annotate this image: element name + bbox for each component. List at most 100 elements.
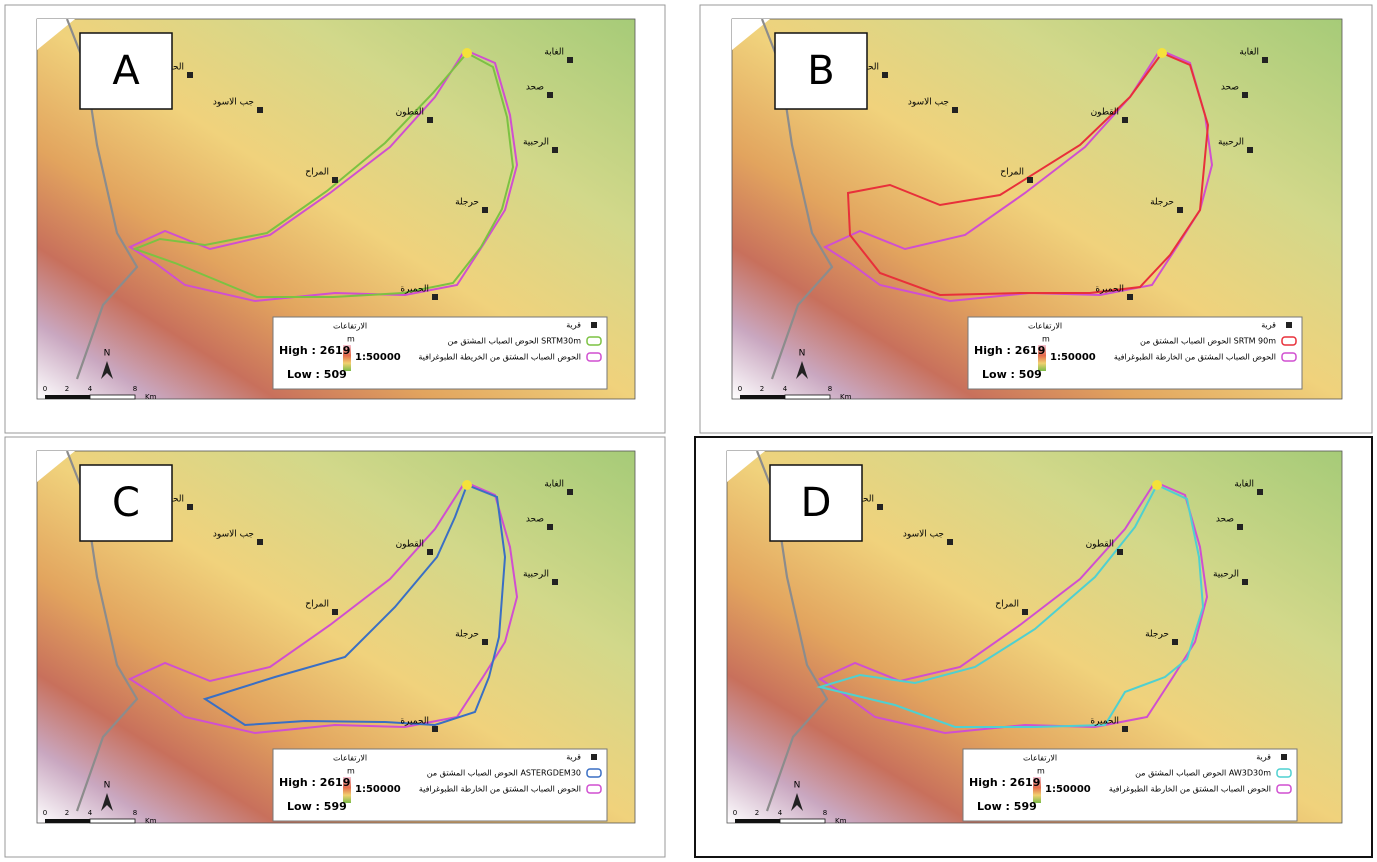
- village-name: حرجلة: [1150, 198, 1174, 208]
- scale-segment: [45, 819, 90, 823]
- scale-segment: [785, 395, 830, 399]
- scale-tick: 4: [783, 385, 788, 393]
- legend-item: الحوض الصباب المشتق من الخارطة الطبوغراف…: [1114, 353, 1276, 362]
- scale-tick: 8: [133, 809, 137, 817]
- village-name: الغابة: [544, 480, 564, 490]
- village-name: القطون: [396, 108, 424, 118]
- village-name: الرحبية: [1218, 138, 1244, 148]
- village-marker: [1177, 207, 1183, 213]
- village-name: الرحبية: [523, 570, 549, 580]
- village-name: الغابة: [544, 48, 564, 58]
- north-label: N: [104, 349, 111, 359]
- legend-low: Low : 599: [287, 800, 347, 813]
- scale-segment: [740, 395, 785, 399]
- village-marker: [187, 72, 193, 78]
- panel-label: D: [801, 480, 832, 526]
- legend-unit: m: [1042, 335, 1050, 344]
- village-marker: [432, 294, 438, 300]
- legend-swatch: [1286, 322, 1292, 328]
- village-name: جب الاسود: [903, 530, 944, 540]
- scale-segment: [90, 819, 135, 823]
- village-name: الحميرة: [1090, 717, 1119, 727]
- scale-segment: [45, 395, 90, 399]
- legend-item: قرية: [566, 753, 581, 762]
- village-marker: [482, 207, 488, 213]
- village-marker: [552, 147, 558, 153]
- village-name: حرجلة: [455, 198, 479, 208]
- village-marker: [877, 504, 883, 510]
- legend: الارتفاعاتmHigh : 2619Low : 5091:50000قر…: [968, 317, 1302, 389]
- village-marker: [547, 524, 553, 530]
- village-marker: [1117, 549, 1123, 555]
- legend-low: Low : 509: [287, 368, 347, 381]
- legend-item: الحوض الصباب المشتق من الخريطة الطبوغراف…: [418, 353, 581, 362]
- map-panel: الحمرةجب الاسودالقطونالمراحالغابةصحدالرح…: [5, 437, 665, 857]
- village-marker: [952, 107, 958, 113]
- legend-unit: m: [1037, 767, 1045, 776]
- scale-tick: 2: [755, 809, 759, 817]
- village-name: المراح: [305, 168, 329, 178]
- village-marker: [1242, 92, 1248, 98]
- scale-tick: 0: [733, 809, 737, 817]
- village-marker: [427, 549, 433, 555]
- village-name: صحد: [1221, 83, 1239, 93]
- scale-tick: 4: [88, 809, 93, 817]
- village-marker: [427, 117, 433, 123]
- scale-tick: 0: [738, 385, 742, 393]
- panel-label: C: [112, 480, 140, 526]
- legend-title: الارتفاعات: [333, 322, 367, 331]
- village-name: صحد: [1216, 515, 1234, 525]
- figure: الحمرةجب الاسودالقطونالمراحالغابةصحدالرح…: [0, 0, 1377, 862]
- north-label: N: [794, 781, 801, 791]
- village-marker: [1262, 57, 1268, 63]
- village-name: حرجلة: [455, 630, 479, 640]
- legend-item: قرية: [566, 321, 581, 330]
- scale-tick: 2: [65, 809, 69, 817]
- scale-tick: 8: [823, 809, 827, 817]
- village-marker: [1127, 294, 1133, 300]
- village-marker: [432, 726, 438, 732]
- scale-unit: Km: [835, 817, 847, 825]
- village-name: الحميرة: [400, 717, 429, 727]
- legend-high: High : 2619: [974, 344, 1045, 357]
- north-label: N: [104, 781, 111, 791]
- scale-tick: 2: [65, 385, 69, 393]
- page: الحمرةجب الاسودالقطونالمراحالغابةصحدالرح…: [0, 0, 1377, 862]
- village-marker: [1027, 177, 1033, 183]
- outlet: [1152, 480, 1162, 490]
- village-name: المراح: [1000, 168, 1024, 178]
- scale-tick: 4: [778, 809, 783, 817]
- village-marker: [332, 177, 338, 183]
- map-panel: الحمرةجب الاسودالقطونالمراحالغابةصحدالرح…: [700, 5, 1372, 433]
- legend-item: الحوض الصباب المشتق من SRTM 90m: [1140, 337, 1276, 346]
- scale-unit: Km: [145, 817, 157, 825]
- legend-high: High : 2619: [279, 344, 350, 357]
- village-name: صحد: [526, 83, 544, 93]
- village-name: الرحبية: [523, 138, 549, 148]
- scale-unit: Km: [840, 393, 852, 401]
- village-name: الحميرة: [400, 285, 429, 295]
- legend-swatch: [591, 322, 597, 328]
- map-panel: الحمرةجب الاسودالقطونالمراحالغابةصحدالرح…: [695, 437, 1372, 857]
- village-name: المراح: [305, 600, 329, 610]
- village-name: صحد: [526, 515, 544, 525]
- scale-tick: 8: [828, 385, 832, 393]
- village-name: الغابة: [1239, 48, 1259, 58]
- village-marker: [552, 579, 558, 585]
- legend-item: الحوض الصباب المشتق من الخارطة الطبوغراف…: [419, 785, 581, 794]
- legend-scale: 1:50000: [1045, 784, 1091, 795]
- legend-item: الحوض الصباب المشتق من الخارطة الطبوغراف…: [1109, 785, 1271, 794]
- village-marker: [482, 639, 488, 645]
- village-marker: [1257, 489, 1263, 495]
- legend-item: قرية: [1261, 321, 1276, 330]
- panel-label: B: [807, 48, 834, 94]
- legend-low: Low : 599: [977, 800, 1037, 813]
- village-marker: [1022, 609, 1028, 615]
- village-marker: [1247, 147, 1253, 153]
- village-marker: [947, 539, 953, 545]
- legend-item: الحوض الصباب المشتق من SRTM30m: [448, 337, 582, 346]
- village-name: القطون: [1086, 540, 1114, 550]
- village-name: حرجلة: [1145, 630, 1169, 640]
